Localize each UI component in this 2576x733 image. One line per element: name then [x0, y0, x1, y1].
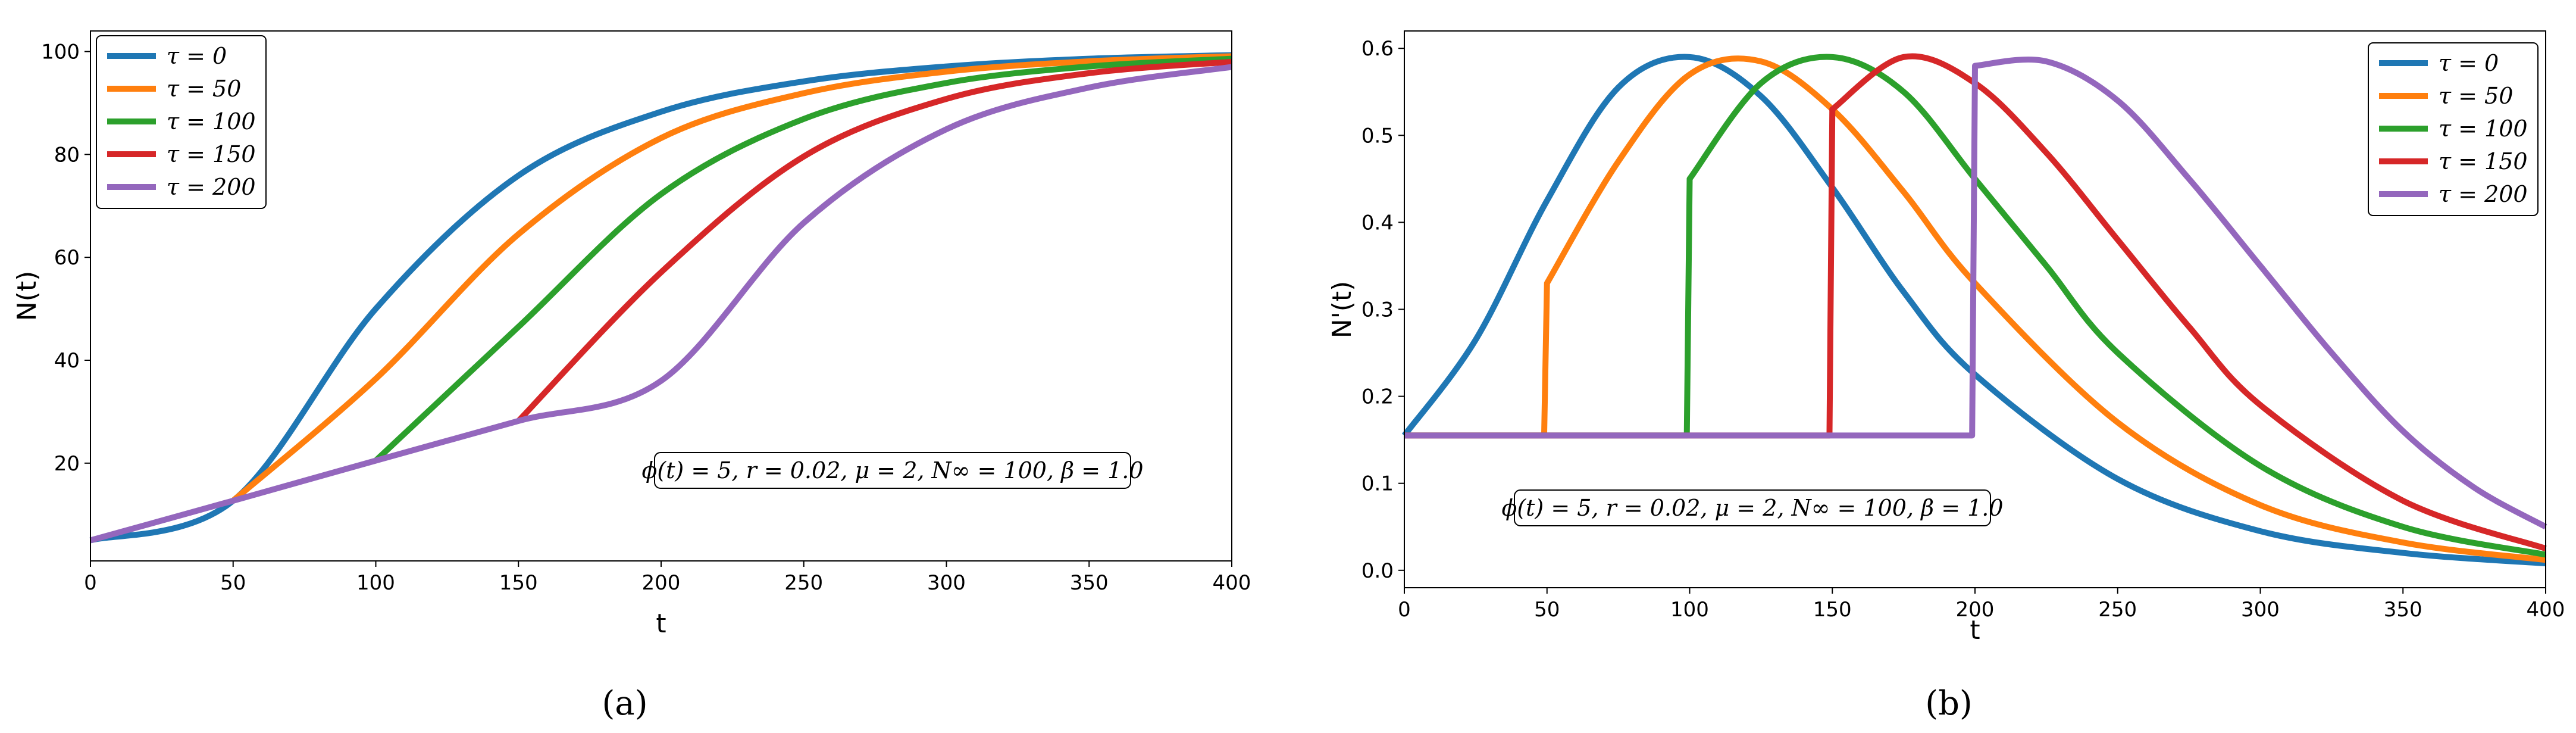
- y-axis-label-a: N(t): [12, 271, 42, 322]
- y-tick-label-b-4: 0.4: [1361, 211, 1394, 235]
- y-tick-label-a-1: 40: [54, 349, 80, 373]
- y-tick-label-b-5: 0.5: [1361, 124, 1394, 148]
- y-tick-label-b-0: 0.0: [1361, 559, 1394, 583]
- x-tick-label-b-8: 400: [2527, 598, 2565, 622]
- y-axis-label-b: N'(t): [1327, 281, 1357, 339]
- x-tick-label-b-4: 200: [1956, 598, 1995, 622]
- x-tick-label-a-3: 150: [499, 571, 538, 595]
- series-line-b-0: [1401, 54, 2546, 567]
- series-line-a-2: [374, 55, 1232, 463]
- plot-area-a: [89, 52, 1232, 544]
- legend-label-b-2: τ = 100: [2439, 116, 2528, 142]
- series-line-a-4: [89, 64, 1232, 544]
- series-line-b-2: [1404, 54, 2546, 558]
- panel-b: 0 50 100 150 200 250 300 350 400 0.0 0.1 0.2 0.3 0.4 0…: [1327, 30, 2565, 723]
- legend-label-a-0: τ = 0: [167, 43, 227, 69]
- legend-label-b-3: τ = 150: [2439, 148, 2528, 174]
- annotation-frame-b: [1514, 489, 1991, 526]
- ticks-a: 0 50 100 150 200 250 300 350 400 20 40 60 80 100: [41, 40, 1251, 595]
- series-line-a-1: [231, 53, 1232, 503]
- x-axis-label-b: t: [1970, 615, 1980, 645]
- legend-label-a-1: τ = 50: [167, 76, 241, 102]
- caption-b: (b): [1925, 684, 1973, 723]
- x-tick-label-b-5: 250: [2098, 598, 2137, 622]
- x-tick-label-a-6: 300: [927, 571, 966, 595]
- x-tick-label-a-2: 100: [356, 571, 395, 595]
- legend-label-b-4: τ = 200: [2439, 181, 2528, 207]
- series-line-b-1: [1404, 55, 2546, 563]
- y-tick-label-a-0: 20: [54, 452, 80, 476]
- x-tick-label-a-0: 0: [84, 571, 97, 595]
- y-tick-label-a-2: 60: [54, 246, 80, 270]
- legend-label-a-4: τ = 200: [167, 174, 256, 200]
- legend-label-a-2: τ = 100: [167, 108, 256, 135]
- y-tick-label-b-1: 0.1: [1361, 472, 1394, 496]
- x-tick-label-a-7: 350: [1070, 571, 1109, 595]
- legend-b: τ = 0 τ = 50 τ = 100 τ = 150 τ = 200: [2368, 42, 2539, 216]
- x-tick-label-b-6: 300: [2241, 598, 2280, 622]
- x-tick-label-a-5: 250: [784, 571, 823, 595]
- y-tick-label-b-2: 0.2: [1361, 385, 1394, 409]
- annotation-box-b: ϕ(t) = 5, r = 0.02, μ = 2, N∞ = 100, β =…: [1501, 489, 2004, 526]
- x-tick-label-b-2: 100: [1670, 598, 1709, 622]
- x-tick-label-b-7: 350: [2384, 598, 2422, 622]
- panel-a: 0 50 100 150 200 250 300 350 400 20 40 60 80 100 t N(…: [12, 30, 1251, 723]
- x-tick-label-b-1: 50: [1534, 598, 1560, 622]
- y-tick-label-b-6: 0.6: [1361, 37, 1394, 61]
- legend-frame-a: [96, 35, 267, 209]
- legend-label-b-1: τ = 50: [2439, 83, 2513, 109]
- series-line-a-0: [89, 52, 1232, 544]
- legend-label-b-0: τ = 0: [2439, 50, 2499, 76]
- legend-label-a-3: τ = 150: [167, 141, 256, 167]
- ticks-b: 0 50 100 150 200 250 300 350 400 0.0 0.1 0.2 0.3 0.4 0…: [1361, 37, 2565, 622]
- series-line-b-3: [1404, 53, 2547, 551]
- x-tick-label-a-8: 400: [1213, 571, 1251, 595]
- x-axis-label-a: t: [656, 609, 666, 639]
- series-line-a-3: [516, 58, 1232, 423]
- annotation-text-a: ϕ(t) = 5, r = 0.02, μ = 2, N∞ = 100, β =…: [641, 457, 1143, 484]
- x-tick-label-b-3: 150: [1813, 598, 1852, 622]
- y-tick-label-b-3: 0.3: [1361, 298, 1394, 322]
- y-tick-label-a-3: 80: [54, 143, 80, 167]
- legend-frame-b: [2368, 42, 2539, 216]
- legend-a: τ = 0 τ = 50 τ = 100 τ = 150 τ = 200: [96, 35, 267, 209]
- series-line-b-4: [1404, 56, 2547, 530]
- annotation-text-b: ϕ(t) = 5, r = 0.02, μ = 2, N∞ = 100, β =…: [1501, 495, 2003, 521]
- x-tick-label-a-1: 50: [220, 571, 246, 595]
- x-tick-label-a-4: 200: [642, 571, 681, 595]
- annotation-frame-a: [654, 452, 1131, 489]
- x-tick-label-b-0: 0: [1398, 598, 1411, 622]
- plot-area-b: [1401, 53, 2547, 567]
- y-tick-label-a-4: 100: [41, 40, 80, 64]
- caption-a: (a): [602, 684, 647, 723]
- annotation-box-a: ϕ(t) = 5, r = 0.02, μ = 2, N∞ = 100, β =…: [641, 452, 1144, 489]
